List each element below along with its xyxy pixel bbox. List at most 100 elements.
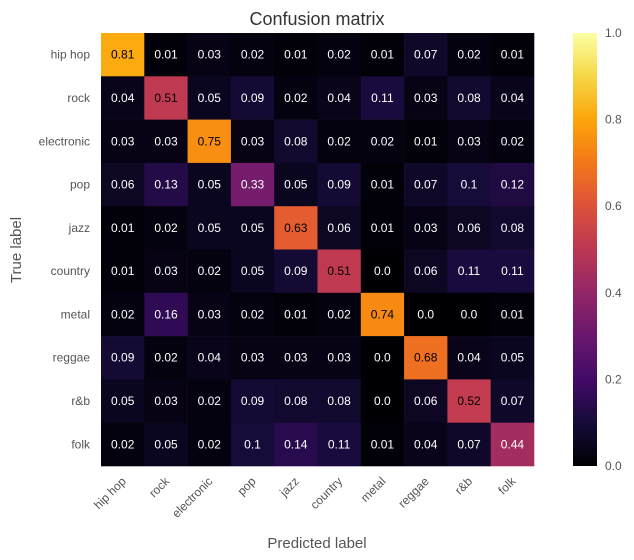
- heatmap-cell: [490, 162, 535, 207]
- cell-value-label: 0.02: [111, 437, 135, 451]
- heatmap-cell: [360, 292, 405, 337]
- cell-value-label: 0.01: [154, 48, 178, 62]
- cell-value-label: 0.09: [327, 178, 351, 192]
- heatmap-cell: [317, 379, 362, 423]
- cell-value-label: 0.14: [284, 437, 308, 451]
- y-tick-label: country: [51, 264, 90, 278]
- cell-value-label: 0.05: [241, 221, 265, 235]
- cell-value-label: 0.16: [154, 307, 178, 321]
- cell-value-label: 0.05: [154, 437, 178, 451]
- heatmap-cell: [447, 206, 491, 250]
- cell-value-label: 0.05: [501, 351, 525, 365]
- colorbar-tick-label: 0.8: [605, 113, 622, 127]
- cell-value-label: 0.0: [374, 394, 391, 408]
- cell-value-label: 0.01: [501, 307, 525, 321]
- cell-value-label: 0.01: [371, 178, 395, 192]
- y-tick-label: electronic: [39, 134, 90, 148]
- heatmap-cell: [144, 76, 188, 120]
- heatmap-cell: [317, 119, 362, 164]
- cell-value-label: 0.07: [501, 394, 525, 408]
- heatmap-cell: [187, 379, 232, 423]
- heatmap-cell: [490, 76, 535, 120]
- heatmap-cell: [187, 119, 232, 164]
- heatmap-cell: [404, 379, 448, 423]
- heatmap-cell: [274, 119, 318, 164]
- heatmap-cell: [490, 336, 535, 380]
- heatmap-cell: [274, 33, 318, 77]
- heatmap-cell: [404, 336, 448, 380]
- heatmap-cell: [360, 379, 405, 423]
- x-tick-label: hip hop: [91, 474, 129, 512]
- heatmap-cell: [144, 379, 188, 423]
- x-tick-label: electronic: [169, 474, 215, 520]
- heatmap-cell: [144, 162, 188, 207]
- cell-value-label: 0.04: [198, 351, 222, 365]
- heatmap-cell: [404, 422, 448, 467]
- cell-value-label: 0.0: [417, 307, 434, 321]
- heatmap-cell: [230, 33, 275, 77]
- heatmap-cell: [274, 249, 318, 294]
- cell-value-label: 0.08: [284, 134, 308, 148]
- heatmap-cell: [360, 33, 405, 77]
- cell-value-label: 0.05: [241, 264, 265, 278]
- cell-value-label: 0.11: [371, 91, 394, 105]
- cell-value-label: 0.68: [414, 351, 438, 365]
- cell-value-label: 0.02: [154, 351, 178, 365]
- heatmap-cell: [404, 249, 448, 294]
- heatmap-cell: [274, 206, 318, 250]
- cell-value-label: 0.09: [111, 351, 135, 365]
- cell-value-label: 0.51: [327, 264, 351, 278]
- cell-value-label: 0.05: [198, 178, 222, 192]
- heatmap-cell: [230, 336, 275, 380]
- x-tick-label: reggae: [395, 474, 432, 511]
- heatmap-cell: [230, 119, 275, 164]
- y-axis-label: True label: [8, 217, 25, 283]
- heatmap-cell: [187, 292, 232, 337]
- heatmap-cell: [447, 249, 491, 294]
- heatmap-cell: [144, 206, 188, 250]
- heatmap-cell: [144, 33, 188, 77]
- heatmap-cell: [404, 33, 448, 77]
- heatmap-cell: [447, 336, 491, 380]
- cell-value-label: 0.02: [327, 134, 351, 148]
- cell-value-label: 0.33: [241, 178, 265, 192]
- cell-value-label: 0.07: [414, 48, 438, 62]
- cell-value-label: 0.02: [198, 394, 222, 408]
- y-tick-labels: hip hop rock electronic pop jazz country metal…: [39, 48, 91, 452]
- cell-value-label: 0.63: [284, 221, 308, 235]
- heatmap-cell: [274, 422, 318, 467]
- heatmap-cell: [187, 422, 232, 467]
- cell-value-label: 0.03: [111, 134, 135, 148]
- heatmap-cell: [144, 422, 188, 467]
- heatmap-cell: [230, 379, 275, 423]
- y-tick-label: reggae: [53, 351, 91, 365]
- heatmap-cell: [317, 292, 362, 337]
- cell-value-label: 0.01: [371, 437, 395, 451]
- cell-value-label: 0.07: [457, 437, 481, 451]
- heatmap-cells: [101, 33, 535, 467]
- heatmap-cell: [404, 292, 448, 337]
- cell-value-label: 0.12: [501, 178, 525, 192]
- cell-value-label: 0.05: [284, 178, 308, 192]
- cell-value-label: 0.11: [501, 264, 524, 278]
- heatmap-cell: [447, 76, 491, 120]
- cell-value-label: 0.03: [414, 91, 438, 105]
- heatmap-cell: [317, 33, 362, 77]
- heatmap-cell: [187, 76, 232, 120]
- cell-value-label: 0.1: [244, 437, 261, 451]
- cell-value-label: 0.03: [198, 307, 222, 321]
- cell-value-label: 0.07: [414, 178, 438, 192]
- heatmap-cell: [360, 336, 405, 380]
- cell-value-label: 0.08: [284, 394, 308, 408]
- cell-value-label: 0.03: [327, 351, 351, 365]
- cell-value-label: 0.01: [284, 307, 308, 321]
- heatmap-cell: [274, 76, 318, 120]
- chart-title: Confusion matrix: [249, 9, 384, 29]
- cell-value-label: 0.03: [154, 134, 178, 148]
- cell-value-label: 0.02: [284, 91, 308, 105]
- heatmap-cell: [317, 76, 362, 120]
- heatmap-cell: [187, 336, 232, 380]
- y-tick-label: folk: [71, 437, 91, 451]
- heatmap-cell: [447, 379, 491, 423]
- cell-value-label: 0.51: [154, 91, 178, 105]
